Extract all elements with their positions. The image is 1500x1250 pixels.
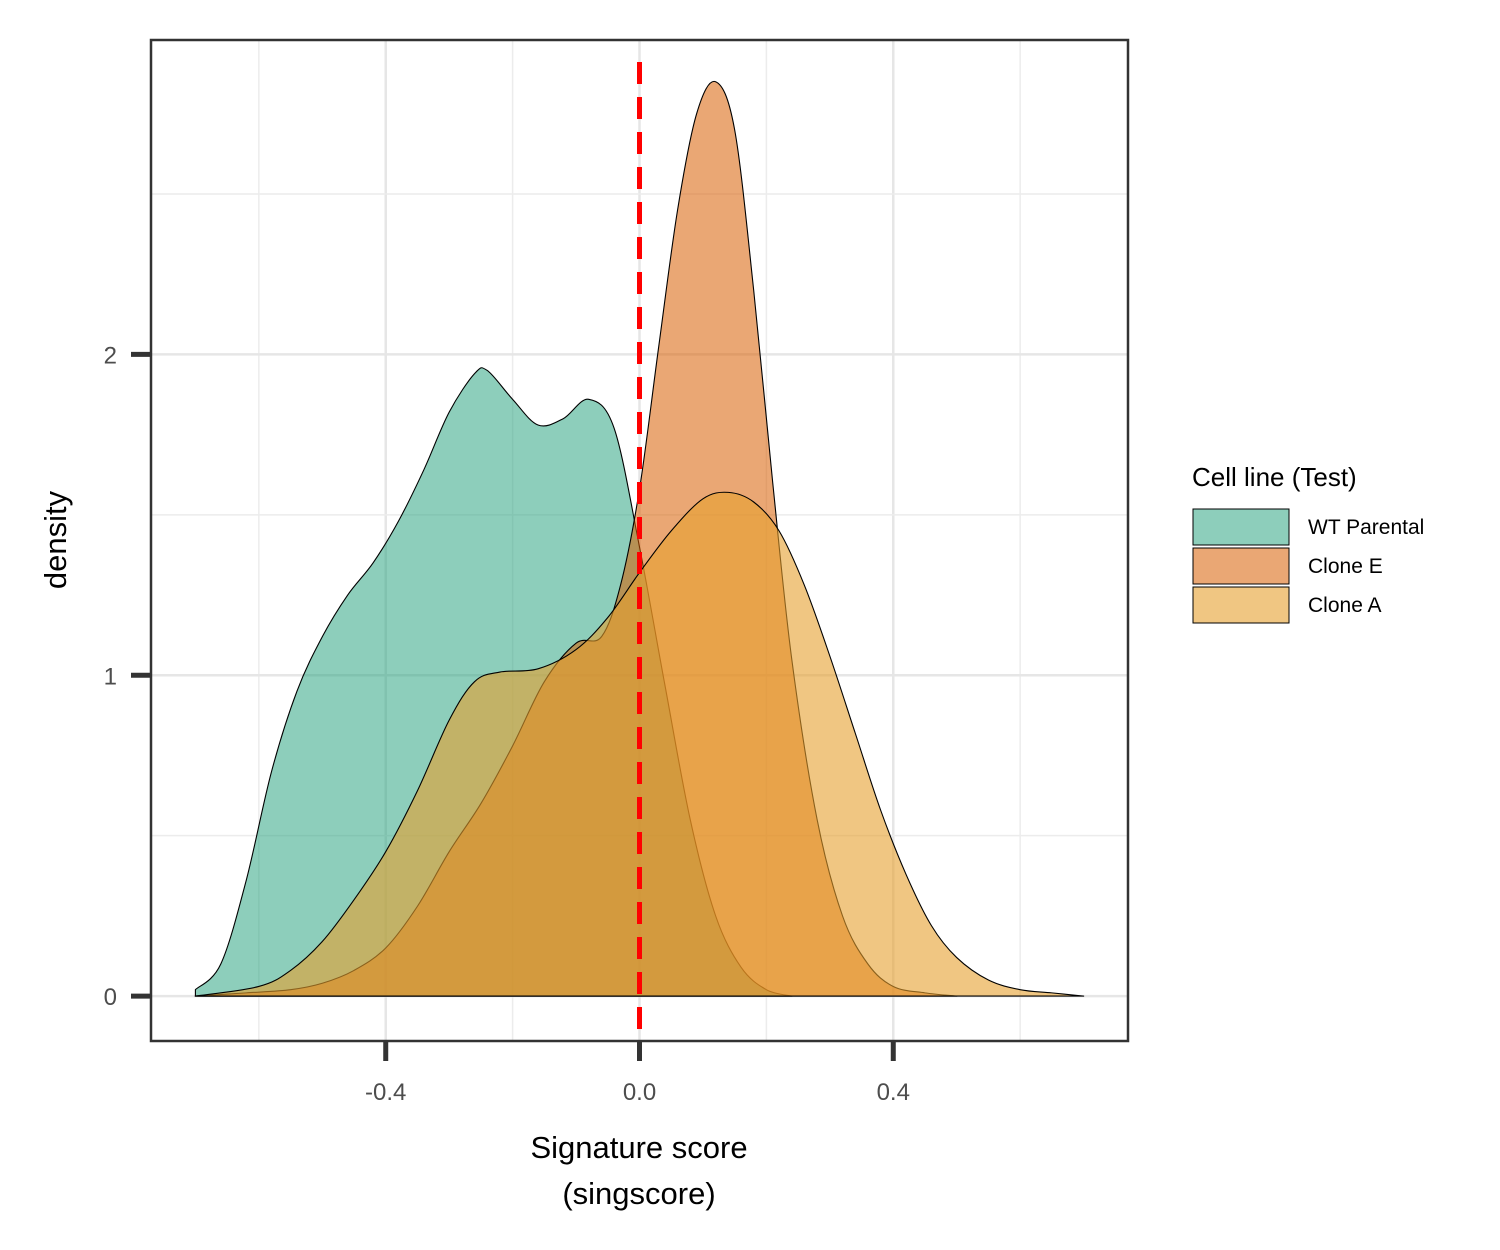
- x-axis-title-line2: (singscore): [562, 1176, 715, 1211]
- x-tick-label: -0.4: [365, 1079, 406, 1106]
- y-tick-label: 2: [104, 342, 117, 369]
- legend-key: [1192, 586, 1290, 624]
- x-tick-label: 0.4: [877, 1079, 910, 1106]
- legend-key: [1192, 547, 1290, 585]
- legend-label: Clone E: [1308, 555, 1383, 578]
- axes: -0.4 0.0 0.4 0 1 2: [104, 342, 910, 1106]
- y-tick-label: 0: [104, 984, 117, 1011]
- x-tick-label: 0.0: [623, 1079, 656, 1106]
- x-axis-title-line1: Signature score: [530, 1130, 747, 1165]
- legend-title: Cell line (Test): [1192, 462, 1357, 492]
- legend-key: [1192, 508, 1290, 546]
- legend-items: WT Parental Clone E Clone A: [1192, 508, 1424, 624]
- y-axis-title: density: [38, 490, 73, 589]
- legend: Cell line (Test) WT Parental Clone E Clone…: [1192, 462, 1424, 624]
- legend-label: WT Parental: [1308, 516, 1424, 539]
- y-tick-label: 1: [104, 663, 117, 690]
- legend-label: Clone A: [1308, 594, 1382, 617]
